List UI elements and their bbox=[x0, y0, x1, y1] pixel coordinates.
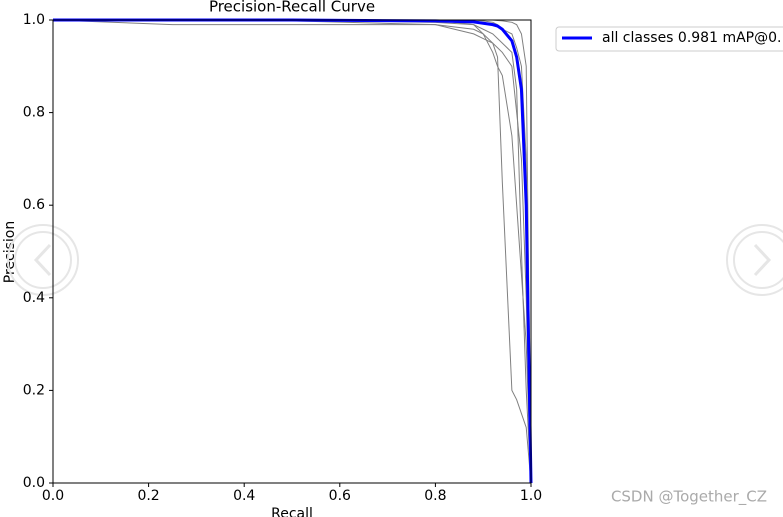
nav-next[interactable] bbox=[726, 224, 783, 296]
x-tick-label: 1.0 bbox=[520, 488, 542, 504]
x-tick-label: 0.8 bbox=[424, 488, 446, 504]
class-curve bbox=[52, 19, 532, 484]
x-axis-label: Recall bbox=[271, 506, 313, 517]
y-tick-label: 0.8 bbox=[23, 105, 45, 121]
x-tick-label: 0.6 bbox=[329, 488, 351, 504]
y-tick-label: 1.0 bbox=[23, 12, 45, 28]
y-tick-label: 0.6 bbox=[23, 197, 45, 213]
legend-frame bbox=[555, 26, 783, 52]
x-tick-label: 0.0 bbox=[42, 488, 64, 504]
y-tick-label: 0.0 bbox=[23, 475, 45, 491]
class-curve bbox=[53, 19, 532, 484]
watermark: CSDN @Together_CZ bbox=[611, 488, 767, 507]
legend-label: all classes 0.981 mAP@0. bbox=[602, 30, 781, 46]
x-tick-label: 0.2 bbox=[137, 488, 159, 504]
class-curve bbox=[53, 19, 532, 484]
y-tick-label: 0.2 bbox=[23, 382, 45, 398]
y-axis-label: Precision bbox=[2, 221, 18, 283]
class-curve bbox=[53, 19, 532, 484]
chart-title: Precision-Recall Curve bbox=[209, 0, 375, 16]
curve bbox=[53, 18, 533, 484]
nav-prev[interactable] bbox=[7, 224, 79, 296]
x-tick-label: 0.4 bbox=[233, 488, 255, 504]
class-curve bbox=[53, 19, 532, 484]
plot-frame bbox=[52, 19, 532, 484]
y-tick-label: 0.4 bbox=[23, 290, 45, 306]
class-curve bbox=[53, 19, 532, 484]
